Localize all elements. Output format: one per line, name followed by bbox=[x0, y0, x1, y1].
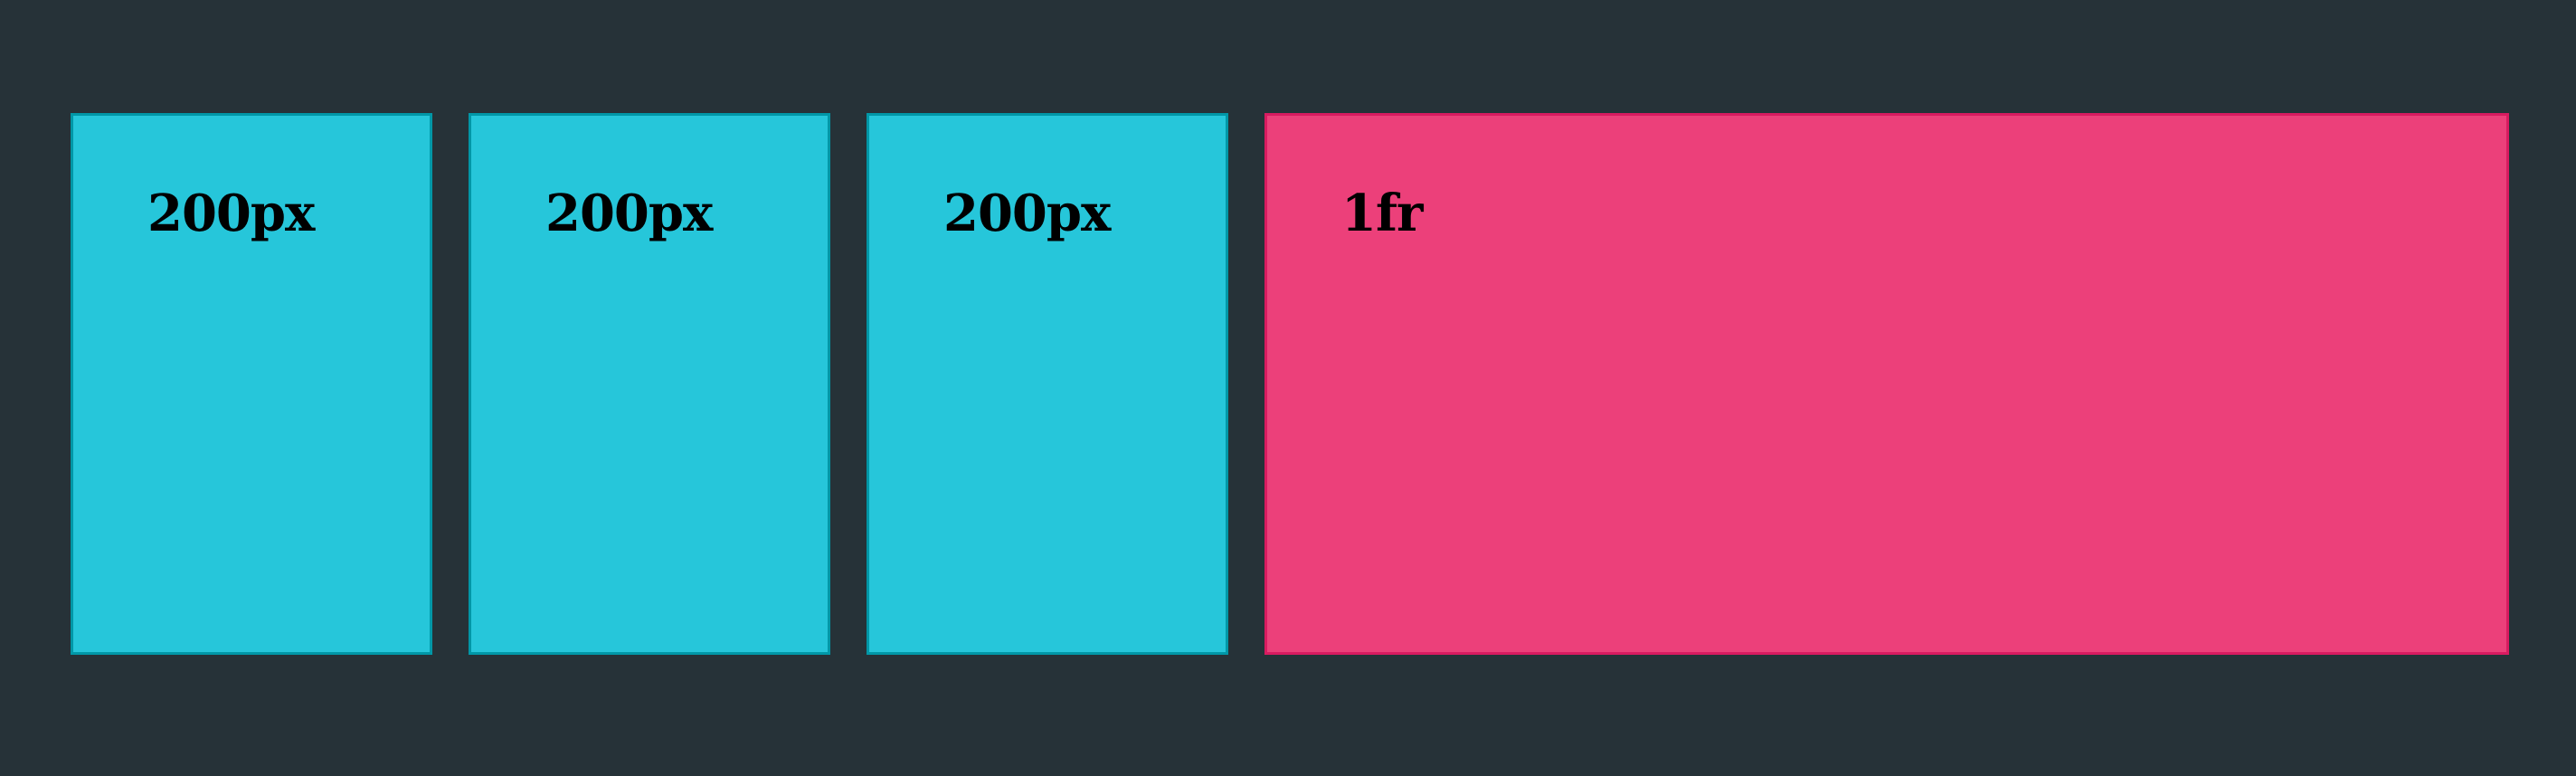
grid-column-1: 200px bbox=[71, 113, 432, 655]
grid-column-3: 200px bbox=[867, 113, 1228, 655]
grid-column-fr: 1fr bbox=[1264, 113, 2509, 655]
column-size-label: 1fr bbox=[1341, 184, 1424, 243]
column-size-label: 200px bbox=[147, 184, 315, 243]
grid-container: 200px 200px 200px 1fr bbox=[71, 113, 2509, 655]
column-size-label: 200px bbox=[545, 184, 713, 243]
grid-column-2: 200px bbox=[469, 113, 830, 655]
column-size-label: 200px bbox=[943, 184, 1111, 243]
